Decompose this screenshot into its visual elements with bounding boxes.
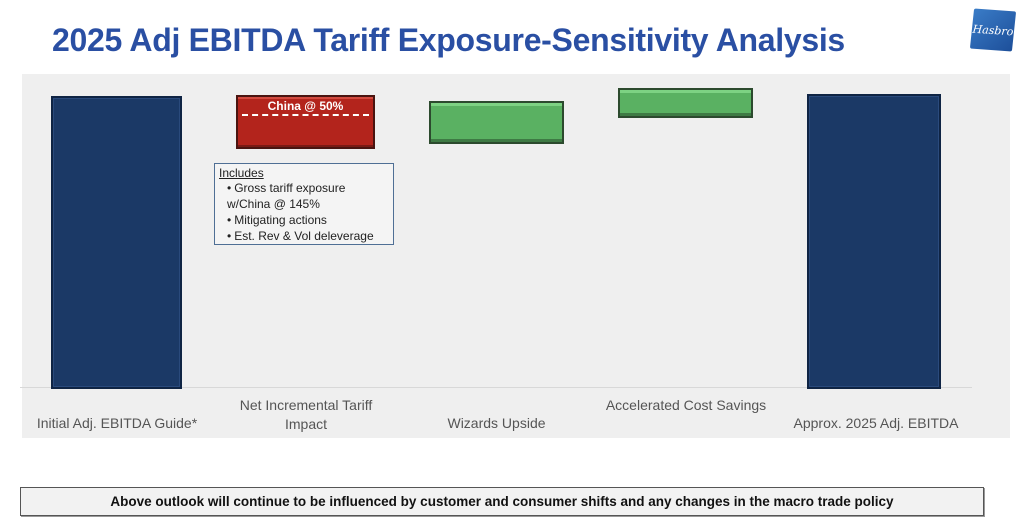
bar-wizards-upside bbox=[429, 101, 564, 144]
bar-accelerated-cost-savings bbox=[618, 88, 753, 118]
note-item: Mitigating actions bbox=[227, 212, 389, 228]
dashed-line bbox=[242, 114, 369, 116]
china-50-label: China @ 50% bbox=[267, 99, 344, 113]
x-label-tariff-line2: Impact bbox=[284, 416, 327, 432]
x-label-initial: Initial Adj. EBITDA Guide* bbox=[36, 415, 198, 431]
note-heading: Includes bbox=[219, 166, 264, 180]
hasbro-logo: Hasbro bbox=[969, 8, 1017, 52]
x-label-wizards: Wizards Upside bbox=[447, 415, 546, 431]
bar-initial-guide bbox=[51, 96, 182, 389]
bar-net-tariff-impact: China @ 50% bbox=[236, 95, 375, 149]
chart-baseline bbox=[20, 387, 972, 388]
bar-approx-2025-ebitda bbox=[807, 94, 941, 389]
note-item: Gross tariff exposure w/China @ 145% bbox=[227, 180, 389, 212]
x-label-cost-savings: Accelerated Cost Savings bbox=[605, 397, 767, 413]
x-label-approx-2025: Approx. 2025 Adj. EBITDA bbox=[793, 415, 959, 431]
page-title: 2025 Adj EBITDA Tariff Exposure-Sensitiv… bbox=[52, 22, 845, 58]
x-label-tariff-line1: Net Incremental Tariff bbox=[239, 397, 373, 413]
note-item: Est. Rev & Vol deleverage bbox=[227, 228, 389, 244]
includes-note: Includes Gross tariff exposure w/China @… bbox=[214, 163, 394, 245]
outlook-disclaimer: Above outlook will continue to be influe… bbox=[20, 487, 984, 516]
